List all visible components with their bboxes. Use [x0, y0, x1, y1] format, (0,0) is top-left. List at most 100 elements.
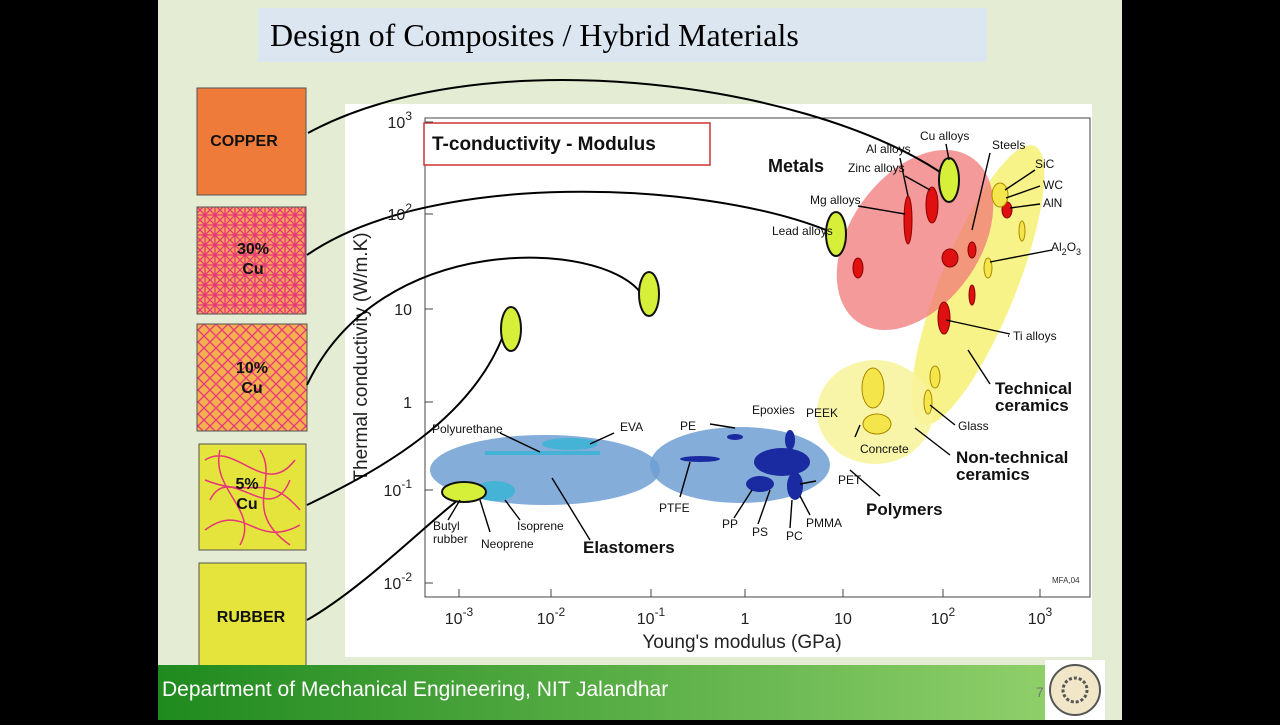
leader-line — [904, 175, 931, 191]
x-axis-label: Young's modulus (GPa) — [642, 632, 841, 653]
tick-base: 10 — [931, 611, 949, 628]
tick-label: 10-1 — [637, 605, 666, 628]
material-label: Polyurethane — [432, 422, 503, 436]
tick-base: 1 — [403, 395, 412, 412]
tick-exp: -3 — [463, 605, 474, 619]
family-label: Non-technical — [956, 448, 1068, 467]
box-label: Cu — [241, 380, 262, 397]
leader-line — [499, 432, 541, 453]
material-label: Al alloys — [866, 142, 911, 156]
tick-base: 10 — [537, 611, 555, 628]
tick-label: 1 — [741, 611, 750, 628]
box-10 — [196, 323, 308, 432]
tick-label: 102 — [931, 605, 956, 628]
material-label: AlN — [1043, 196, 1062, 210]
material-label: Lead alloys — [772, 224, 833, 238]
material-label: Concrete — [860, 442, 909, 456]
leader-line — [1005, 185, 1041, 199]
leader-line — [789, 499, 793, 529]
material-label: Neoprene — [481, 537, 534, 551]
hybrid-points — [441, 157, 960, 503]
box-copper — [196, 87, 307, 196]
page-number: 7 — [1036, 684, 1044, 700]
title-box — [258, 8, 987, 62]
tick-base: 10 — [388, 207, 406, 224]
family-label: ceramics — [956, 465, 1030, 484]
box-label: 30% — [237, 241, 269, 258]
footer-bar — [158, 665, 1048, 720]
tick-label: 103 — [1028, 605, 1053, 628]
material-label: Glass — [958, 419, 989, 433]
family-label: Metals — [768, 156, 824, 176]
leader-line — [504, 499, 521, 521]
tick-label: 10-2 — [384, 570, 413, 593]
box-label: Cu — [236, 496, 257, 513]
material-label: Cu alloys — [920, 129, 969, 143]
link-curves — [306, 79, 941, 621]
y-axis-label: Thermal conductivity (W/m.K) — [351, 232, 372, 481]
family-label: Elastomers — [583, 538, 675, 557]
material-label: PS — [752, 525, 768, 539]
tick-exp: -2 — [401, 570, 412, 584]
box-label: 10% — [236, 360, 268, 377]
leader-line — [857, 205, 906, 215]
leader-line — [447, 499, 461, 521]
material-label: PTFE — [659, 501, 690, 515]
plot-frame — [424, 117, 1091, 598]
tick-exp: -2 — [555, 605, 566, 619]
leader-line — [854, 424, 861, 438]
tick-label: 103 — [388, 109, 413, 132]
leader-line — [899, 157, 909, 197]
material-label: PP — [722, 517, 738, 531]
tick-exp: 2 — [405, 201, 412, 215]
material-label: rubber — [433, 532, 468, 546]
family-label: Polymers — [866, 500, 943, 519]
tick-base: 10 — [384, 483, 402, 500]
material-label: PEEK — [806, 406, 838, 420]
box-30 — [196, 206, 307, 315]
leader-line — [679, 461, 691, 498]
tick-label: 10-2 — [537, 605, 566, 628]
leader-line — [849, 469, 881, 497]
box-label: 5% — [235, 476, 258, 493]
logo — [1049, 664, 1101, 716]
leader-line — [799, 495, 811, 516]
material-label: Zinc alloys — [848, 161, 905, 175]
material-label: Butyl — [433, 519, 460, 533]
tick-exp: -1 — [401, 477, 412, 491]
footer-text: Department of Mechanical Engineering, NI… — [162, 678, 668, 701]
leader-line — [929, 404, 956, 426]
leader-line — [479, 499, 491, 533]
tick-base: 10 — [388, 115, 406, 132]
material-label: Steels — [992, 138, 1025, 152]
leader-line — [1004, 169, 1036, 191]
leader-line — [967, 349, 991, 385]
leader-line — [989, 249, 1053, 263]
material-label: PET — [838, 473, 862, 487]
logo-gear — [1061, 676, 1089, 704]
box-label: Cu — [242, 261, 263, 278]
leader-line — [757, 489, 771, 525]
tick-base: 10 — [445, 611, 463, 628]
leader-line — [589, 432, 615, 445]
leader-line — [945, 143, 950, 161]
leader-line — [709, 423, 736, 429]
formula-part: O — [1067, 240, 1076, 254]
material-label: PE — [680, 419, 696, 433]
tick-base: 10 — [834, 611, 852, 628]
material-label: Mg alloys — [810, 193, 861, 207]
tick-base: 10 — [394, 302, 412, 319]
tick-label: 10 — [394, 302, 412, 319]
tick-base: 10 — [384, 576, 402, 593]
leader-line — [1009, 203, 1041, 209]
material-label: Ti alloys — [1013, 329, 1057, 343]
tick-exp: 3 — [1046, 605, 1053, 619]
material-label: Isoprene — [517, 519, 564, 533]
material-label: SiC — [1035, 157, 1055, 171]
tick-label: 1 — [403, 395, 412, 412]
tick-label: 10-3 — [445, 605, 474, 628]
box-5 — [198, 443, 307, 551]
box-rubber — [198, 562, 307, 667]
family-label: ceramics — [995, 396, 1069, 415]
